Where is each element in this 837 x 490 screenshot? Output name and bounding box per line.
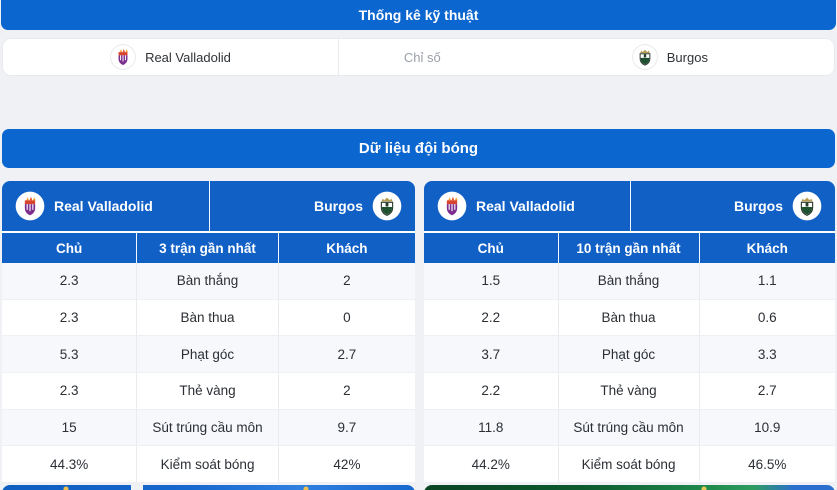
away-value: 2	[277, 373, 415, 410]
home-value: 2.3	[2, 373, 137, 410]
away-value: 0.6	[698, 299, 835, 337]
home-value: 44.3%	[2, 446, 137, 484]
column-header-home: Chủ	[477, 240, 504, 256]
team-tab-away[interactable]: Burgos	[506, 39, 834, 75]
stat-label: Kiểm soát bóng	[557, 446, 699, 484]
table-header-row: Chủ 10 trận gần nhất Khách	[424, 231, 835, 263]
away-value: 46.5%	[698, 446, 835, 484]
card-team-header: Real Valladolid Burgos	[2, 181, 415, 231]
metric-selector[interactable]: Chỉ số	[337, 39, 506, 75]
stat-row-shots-on-target: 11.8 Sút trúng cầu môn 10.9	[424, 409, 835, 447]
home-value: 1.5	[424, 263, 558, 300]
away-value: 2	[277, 263, 415, 300]
away-value: 1.1	[698, 263, 835, 300]
home-value: 2.2	[424, 373, 558, 410]
card-home-team: Real Valladolid	[2, 181, 209, 231]
stat-row-goals: 2.3 Bàn thắng 2	[2, 263, 415, 300]
stats-cards: Real Valladolid Burgos Chủ 3 trận gần nh…	[2, 181, 835, 484]
stat-label: Kiểm soát bóng	[136, 446, 278, 484]
table-header-row: Chủ 3 trận gần nhất Khách	[2, 231, 415, 263]
away-value: 2.7	[698, 373, 835, 410]
stats-title: Thống kê kỹ thuật	[358, 7, 479, 23]
stat-row-corners: 3.7 Phạt góc 3.3	[424, 336, 835, 374]
away-value: 9.7	[277, 409, 415, 447]
home-value: 15	[2, 410, 137, 447]
home-value: 2.3	[2, 263, 137, 300]
next-card-partial-left	[2, 485, 415, 490]
stat-row-conceded: 2.2 Bàn thua 0.6	[424, 299, 835, 337]
stat-label: Thẻ vàng	[557, 373, 699, 410]
column-header-period: 3 trận gần nhất	[136, 233, 278, 263]
next-card-partial-right	[424, 485, 835, 490]
stats-title-bar: Thống kê kỹ thuật	[1, 0, 836, 30]
stat-row-yellow-cards: 2.3 Thẻ vàng 2	[2, 373, 415, 410]
column-header-away: Khách	[277, 233, 415, 263]
section-banner-title: Dữ liệu đội bóng	[358, 140, 479, 157]
stat-row-possession: 44.3% Kiểm soát bóng 42%	[2, 446, 415, 484]
team-tab-home[interactable]: Real Valladolid	[3, 39, 338, 75]
burgos-logo-icon	[372, 191, 402, 221]
home-value: 3.7	[424, 336, 558, 374]
card-away-team: Burgos	[629, 181, 836, 231]
stat-label: Bàn thắng	[136, 263, 278, 300]
away-value: 10.9	[698, 409, 835, 447]
burgos-logo-icon	[631, 44, 658, 70]
team-tab-home-label: Real Valladolid	[145, 49, 231, 65]
stat-label: Bàn thua	[557, 299, 699, 337]
card-away-team: Burgos	[208, 181, 416, 231]
stats-card-3-matches: Real Valladolid Burgos Chủ 3 trận gần nh…	[2, 181, 415, 484]
card-away-team-name: Burgos	[734, 198, 783, 214]
home-value: 44.2%	[424, 446, 558, 484]
stat-label: Phạt góc	[136, 336, 278, 374]
real-valladolid-logo-icon	[15, 191, 45, 221]
column-header-period: 10 trận gần nhất	[557, 233, 699, 263]
card-home-team-name: Real Valladolid	[476, 198, 575, 214]
card-home-team-name: Real Valladolid	[54, 198, 153, 214]
away-value: 42%	[277, 446, 415, 484]
away-value: 3.3	[698, 336, 835, 374]
team-selector-row: Real Valladolid Chỉ số Burgos	[2, 38, 835, 76]
real-valladolid-logo-icon	[437, 191, 467, 221]
stat-label: Phạt góc	[557, 336, 699, 374]
card-away-team-name: Burgos	[314, 198, 363, 214]
next-section-partial	[2, 485, 835, 490]
home-value: 2.3	[2, 300, 137, 337]
section-banner: Dữ liệu đội bóng	[2, 129, 835, 168]
home-value: 5.3	[2, 336, 137, 374]
stat-row-possession: 44.2% Kiểm soát bóng 46.5%	[424, 446, 835, 484]
card-team-header: Real Valladolid Burgos	[424, 181, 835, 231]
metric-selector-label: Chỉ số	[403, 49, 441, 65]
stat-label: Sút trúng cầu môn	[136, 409, 278, 447]
stat-label: Bàn thắng	[557, 263, 699, 300]
home-value: 2.2	[424, 300, 558, 337]
column-header-away: Khách	[698, 233, 835, 263]
stat-row-shots-on-target: 15 Sút trúng cầu môn 9.7	[2, 409, 415, 447]
column-header-home: Chủ	[55, 240, 83, 256]
stat-row-corners: 5.3 Phạt góc 2.7	[2, 336, 415, 374]
team-tab-away-label: Burgos	[666, 49, 708, 65]
burgos-logo-icon	[792, 191, 822, 221]
stat-row-goals: 1.5 Bàn thắng 1.1	[424, 263, 835, 300]
stat-row-conceded: 2.3 Bàn thua 0	[2, 299, 415, 337]
stat-label: Sút trúng cầu môn	[557, 409, 699, 447]
away-value: 2.7	[277, 336, 415, 374]
stats-card-10-matches: Real Valladolid Burgos Chủ 10 trận gần n…	[424, 181, 835, 484]
real-valladolid-logo-icon	[110, 44, 136, 70]
stat-row-yellow-cards: 2.2 Thẻ vàng 2.7	[424, 373, 835, 410]
stat-label: Bàn thua	[136, 299, 278, 337]
stat-label: Thẻ vàng	[136, 373, 278, 410]
home-value: 11.8	[424, 410, 558, 447]
away-value: 0	[277, 299, 415, 337]
card-home-team: Real Valladolid	[424, 181, 630, 231]
